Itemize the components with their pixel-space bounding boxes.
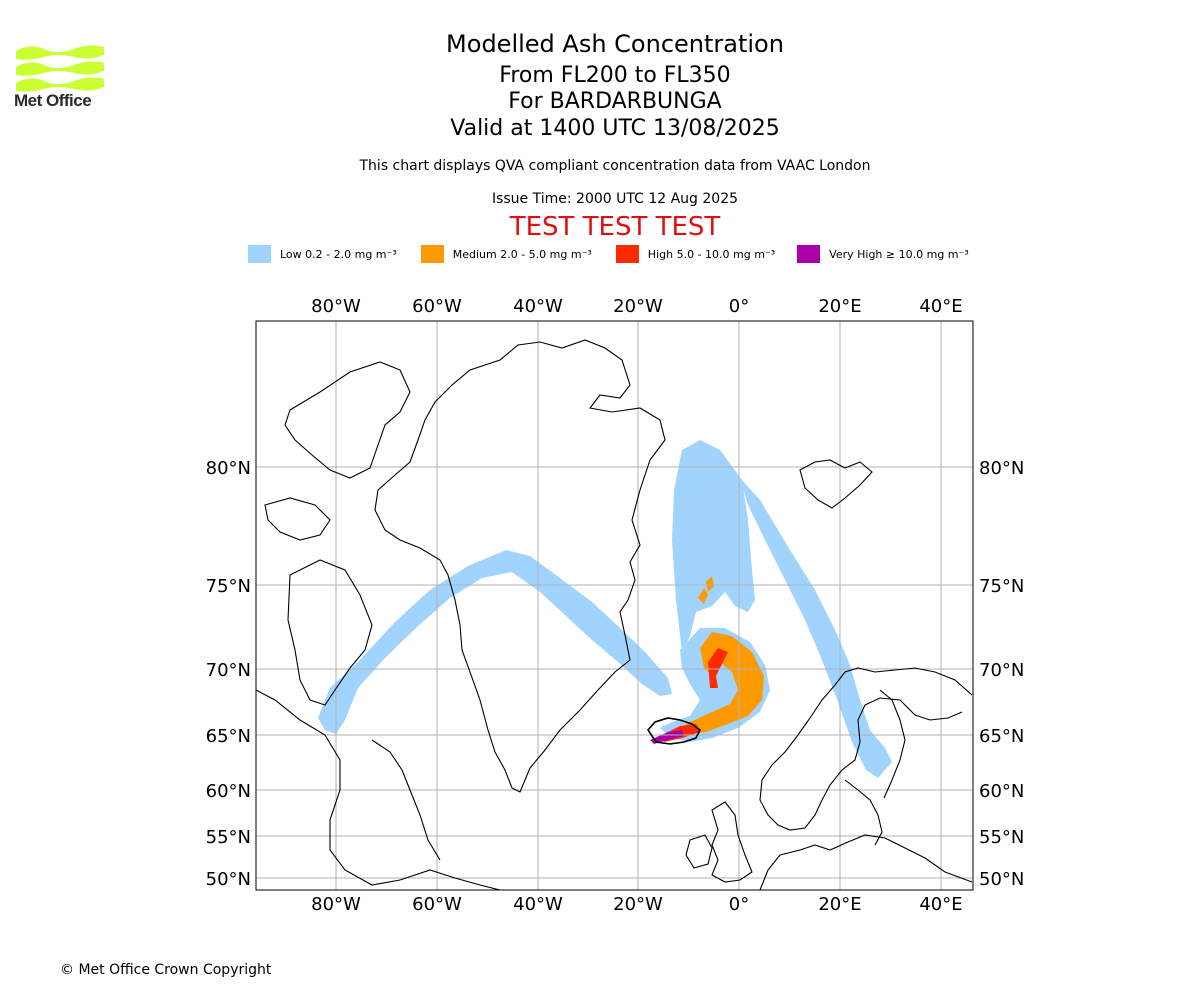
lat-label-right-80n: 80°N (979, 458, 1024, 479)
qva-info: This chart displays QVA compliant concen… (359, 158, 871, 174)
greenland-coast (374, 339, 666, 793)
ellesmere-coast (284, 361, 411, 479)
map-frame (255, 320, 974, 891)
lon-label-bottom-40e: 40°E (919, 894, 962, 915)
labrador-coast (371, 739, 441, 861)
test-banner: TEST TEST TEST (509, 212, 721, 242)
legend-swatch-medium (420, 245, 444, 263)
lon-label-top-20e: 20°E (818, 296, 861, 317)
legend-label-high: High 5.0 - 10.0 mg m⁻³ (647, 247, 776, 261)
legend-label-low: Low 0.2 - 2.0 mg m⁻³ (280, 247, 397, 261)
lon-label-top-40e: 40°E (919, 296, 962, 317)
lon-label-top-20w: 20°W (613, 296, 663, 317)
lat-label-left-65n: 65°N (206, 726, 251, 747)
lon-labels-bottom: 80°W 60°W 40°W 20°W 0° 20°E 40°E (311, 894, 962, 915)
legend-item-very-high: Very High ≥ 10.0 mg m⁻³ (797, 245, 969, 263)
legend-swatch-low (248, 245, 271, 263)
lat-label-right-55n: 55°N (979, 827, 1024, 848)
lat-label-left-50n: 50°N (206, 869, 251, 890)
lat-label-right-50n: 50°N (979, 869, 1024, 890)
baffin-coast (287, 559, 373, 706)
lon-label-top-60w: 60°W (412, 296, 462, 317)
legend-item-medium: Medium 2.0 - 5.0 mg m⁻³ (420, 245, 592, 263)
flight-level-range: From FL200 to FL350 (499, 63, 731, 88)
finland-coast (879, 689, 906, 799)
valid-time: Valid at 1400 UTC 13/08/2025 (450, 116, 780, 141)
baltic-coast (844, 779, 883, 846)
gridlines (256, 321, 973, 890)
iceland-landmass (646, 717, 702, 745)
ash-very-high-concentration (650, 730, 684, 744)
legend-label-very-high: Very High ≥ 10.0 mg m⁻³ (829, 247, 969, 261)
devon-coast (264, 497, 331, 541)
lon-label-top-0: 0° (729, 296, 749, 317)
volcano-name: For BARDARBUNGA (508, 89, 722, 114)
lon-label-bottom-0: 0° (729, 894, 749, 915)
lon-label-bottom-20e: 20°E (818, 894, 861, 915)
lat-label-right-70n: 70°N (979, 660, 1024, 681)
lon-label-top-80w: 80°W (311, 296, 361, 317)
lat-labels-left: 80°N 75°N 70°N 65°N 60°N 55°N 50°N (206, 458, 251, 890)
ash-medium-concentration (676, 576, 764, 734)
lat-label-left-60n: 60°N (206, 781, 251, 802)
legend-swatch-high (615, 245, 639, 263)
scandinavia-coast (759, 667, 973, 831)
map-area (256, 321, 973, 890)
lon-labels-top: 80°W 60°W 40°W 20°W 0° 20°E 40°E (311, 296, 962, 317)
lon-label-bottom-60w: 60°W (412, 894, 462, 915)
uk-coast (711, 801, 753, 883)
legend-item-high: High 5.0 - 10.0 mg m⁻³ (615, 245, 776, 263)
legend-item-low: Low 0.2 - 2.0 mg m⁻³ (248, 245, 397, 263)
ash-low-concentration (318, 440, 892, 778)
coastlines (256, 339, 973, 890)
issue-time: Issue Time: 2000 UTC 12 Aug 2025 (491, 191, 739, 207)
logo-text: Met Office (14, 91, 92, 110)
chart-title: Modelled Ash Concentration (446, 30, 784, 58)
canada-mainland-coast (256, 689, 501, 890)
lon-label-bottom-40w: 40°W (513, 894, 563, 915)
legend-swatch-very-high (797, 245, 821, 263)
svalbard-coast (799, 459, 873, 509)
lat-label-left-55n: 55°N (206, 827, 251, 848)
lat-label-right-75n: 75°N (979, 576, 1024, 597)
ireland-coast (685, 834, 713, 869)
lon-label-bottom-20w: 20°W (613, 894, 663, 915)
concentration-legend: Low 0.2 - 2.0 mg m⁻³ Medium 2.0 - 5.0 mg… (248, 244, 969, 264)
europe-coast (759, 834, 973, 890)
copyright-notice: © Met Office Crown Copyright (60, 962, 272, 978)
lat-labels-right: 80°N 75°N 70°N 65°N 60°N 55°N 50°N (979, 458, 1024, 890)
lon-label-bottom-80w: 80°W (311, 894, 361, 915)
lat-label-right-65n: 65°N (979, 726, 1024, 747)
lon-label-top-40w: 40°W (513, 296, 563, 317)
lat-label-left-75n: 75°N (206, 576, 251, 597)
lat-label-right-60n: 60°N (979, 781, 1024, 802)
lat-label-left-70n: 70°N (206, 660, 251, 681)
legend-label-medium: Medium 2.0 - 5.0 mg m⁻³ (452, 247, 592, 261)
met-office-logo (16, 45, 104, 92)
lat-label-left-80n: 80°N (206, 458, 251, 479)
